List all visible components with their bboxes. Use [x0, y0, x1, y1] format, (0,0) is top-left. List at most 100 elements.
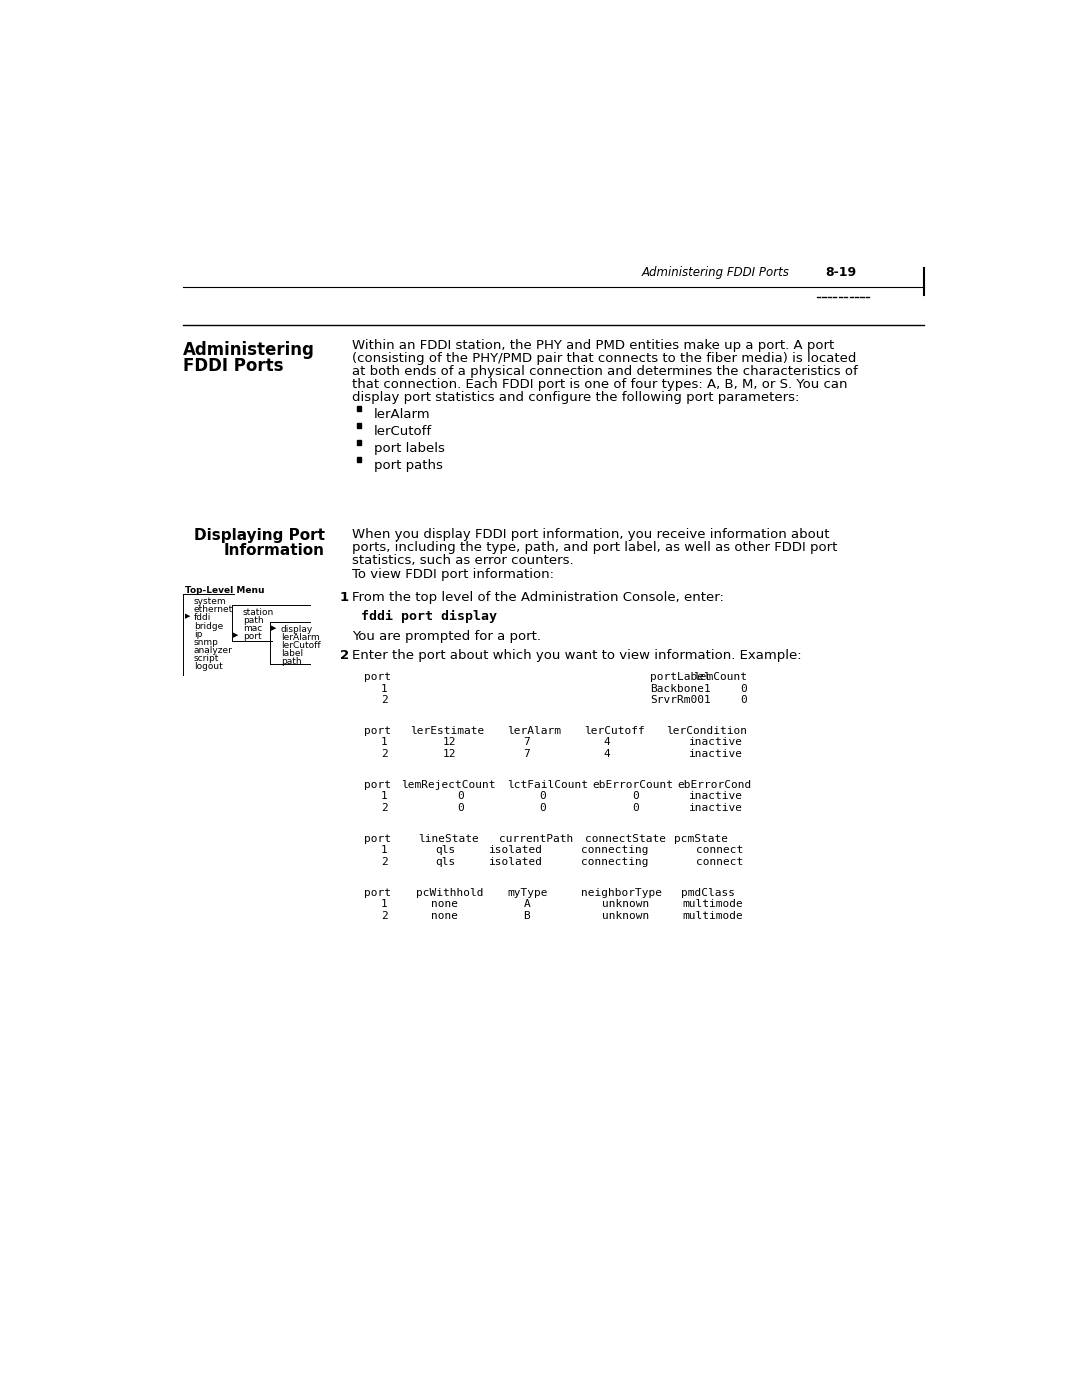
Text: port: port	[364, 887, 391, 898]
Text: 8-19: 8-19	[825, 267, 855, 279]
Text: (consisting of the PHY/PMD pair that connects to the fiber media) is located: (consisting of the PHY/PMD pair that con…	[352, 352, 856, 365]
Text: isolated: isolated	[489, 845, 543, 855]
Text: Backbone1: Backbone1	[650, 683, 711, 693]
Text: Enter the port about which you want to view information. Example:: Enter the port about which you want to v…	[352, 648, 801, 662]
Text: that connection. Each FDDI port is one of four types: A, B, M, or S. You can: that connection. Each FDDI port is one o…	[352, 377, 848, 391]
Text: SrvrRm001: SrvrRm001	[650, 696, 711, 705]
Text: lerCutoff: lerCutoff	[281, 641, 321, 650]
Text: logout: logout	[194, 662, 222, 671]
Text: B: B	[524, 911, 530, 921]
Text: lerCutoff: lerCutoff	[584, 726, 645, 736]
Text: qls: qls	[435, 856, 455, 866]
Text: system: system	[194, 598, 227, 606]
Text: 2: 2	[380, 803, 388, 813]
Text: multimode: multimode	[683, 900, 743, 909]
Text: connect: connect	[697, 856, 743, 866]
Text: portLabel: portLabel	[650, 672, 711, 682]
Text: unknown: unknown	[602, 911, 649, 921]
Text: ▶: ▶	[185, 613, 190, 619]
Text: 0: 0	[632, 791, 638, 802]
Text: inactive: inactive	[689, 749, 743, 759]
Text: 2: 2	[339, 648, 349, 662]
Text: lerAlarm: lerAlarm	[281, 633, 320, 643]
Text: bridge: bridge	[194, 622, 224, 630]
Text: 4: 4	[604, 738, 610, 747]
Text: 0: 0	[458, 791, 464, 802]
Text: connect: connect	[697, 845, 743, 855]
Text: FDDI Ports: FDDI Ports	[183, 358, 284, 374]
Text: none: none	[431, 911, 458, 921]
Text: 4: 4	[604, 749, 610, 759]
Text: multimode: multimode	[683, 911, 743, 921]
Text: 0: 0	[458, 803, 464, 813]
Text: lemRejectCount: lemRejectCount	[401, 780, 496, 789]
Text: pcmState: pcmState	[674, 834, 728, 844]
Text: isolated: isolated	[489, 856, 543, 866]
Text: fddi port display: fddi port display	[362, 609, 497, 623]
Text: mac: mac	[243, 624, 262, 633]
Text: port: port	[364, 780, 391, 789]
Text: 1: 1	[380, 845, 388, 855]
Text: 0: 0	[632, 803, 638, 813]
Text: fddi: fddi	[194, 613, 212, 623]
Text: 1: 1	[380, 791, 388, 802]
Text: lemCount: lemCount	[693, 672, 747, 682]
Text: You are prompted for a port.: You are prompted for a port.	[352, 630, 541, 643]
Text: path: path	[243, 616, 264, 626]
Text: Administering FDDI Ports: Administering FDDI Ports	[642, 267, 789, 279]
Text: 7: 7	[524, 749, 530, 759]
Text: Displaying Port: Displaying Port	[194, 528, 325, 543]
Text: 2: 2	[380, 749, 388, 759]
Text: 0: 0	[539, 803, 545, 813]
Text: 7: 7	[524, 738, 530, 747]
Text: Within an FDDI station, the PHY and PMD entities make up a port. A port: Within an FDDI station, the PHY and PMD …	[352, 338, 834, 352]
Text: connecting: connecting	[581, 845, 649, 855]
Text: at both ends of a physical connection and determines the characteristics of: at both ends of a physical connection an…	[352, 365, 858, 377]
Text: 1: 1	[339, 591, 349, 604]
Text: lerEstimate: lerEstimate	[410, 726, 484, 736]
Text: pmdClass: pmdClass	[681, 887, 735, 898]
Text: connectState: connectState	[584, 834, 665, 844]
Text: ebErrorCount: ebErrorCount	[592, 780, 673, 789]
Text: neighborType: neighborType	[581, 887, 662, 898]
Text: ports, including the type, path, and port label, as well as other FDDI port: ports, including the type, path, and por…	[352, 541, 837, 555]
Text: inactive: inactive	[689, 738, 743, 747]
Text: ebErrorCond: ebErrorCond	[677, 780, 752, 789]
Text: inactive: inactive	[689, 803, 743, 813]
Text: 2: 2	[380, 911, 388, 921]
Text: lerCutoff: lerCutoff	[374, 425, 432, 437]
Text: To view FDDI port information:: To view FDDI port information:	[352, 569, 554, 581]
Text: display port statistics and configure the following port parameters:: display port statistics and configure th…	[352, 391, 799, 404]
Text: currentPath: currentPath	[499, 834, 573, 844]
Text: Administering: Administering	[183, 341, 315, 359]
Text: statistics, such as error counters.: statistics, such as error counters.	[352, 555, 573, 567]
Bar	[356, 423, 362, 427]
Text: port: port	[364, 834, 391, 844]
Text: lerAlarm: lerAlarm	[374, 408, 430, 420]
Bar	[356, 457, 362, 462]
Text: analyzer: analyzer	[194, 645, 233, 655]
Text: ethernet: ethernet	[194, 605, 233, 615]
Text: ip: ip	[194, 630, 202, 638]
Text: 0: 0	[741, 696, 747, 705]
Text: 2: 2	[380, 856, 388, 866]
Text: port: port	[364, 726, 391, 736]
Text: unknown: unknown	[602, 900, 649, 909]
Text: A: A	[524, 900, 530, 909]
Text: ▶: ▶	[271, 624, 276, 631]
Text: none: none	[431, 900, 458, 909]
Text: port paths: port paths	[374, 458, 443, 472]
Text: 0: 0	[741, 683, 747, 693]
Text: lctFailCount: lctFailCount	[507, 780, 588, 789]
Text: path: path	[281, 658, 301, 666]
Text: qls: qls	[435, 845, 455, 855]
Text: lerCondition: lerCondition	[666, 726, 747, 736]
Text: 12: 12	[443, 749, 457, 759]
Text: display: display	[281, 624, 313, 634]
Bar	[356, 440, 362, 444]
Text: 1: 1	[380, 683, 388, 693]
Text: From the top level of the Administration Console, enter:: From the top level of the Administration…	[352, 591, 724, 604]
Text: connecting: connecting	[581, 856, 649, 866]
Text: 0: 0	[539, 791, 545, 802]
Text: 2: 2	[380, 696, 388, 705]
